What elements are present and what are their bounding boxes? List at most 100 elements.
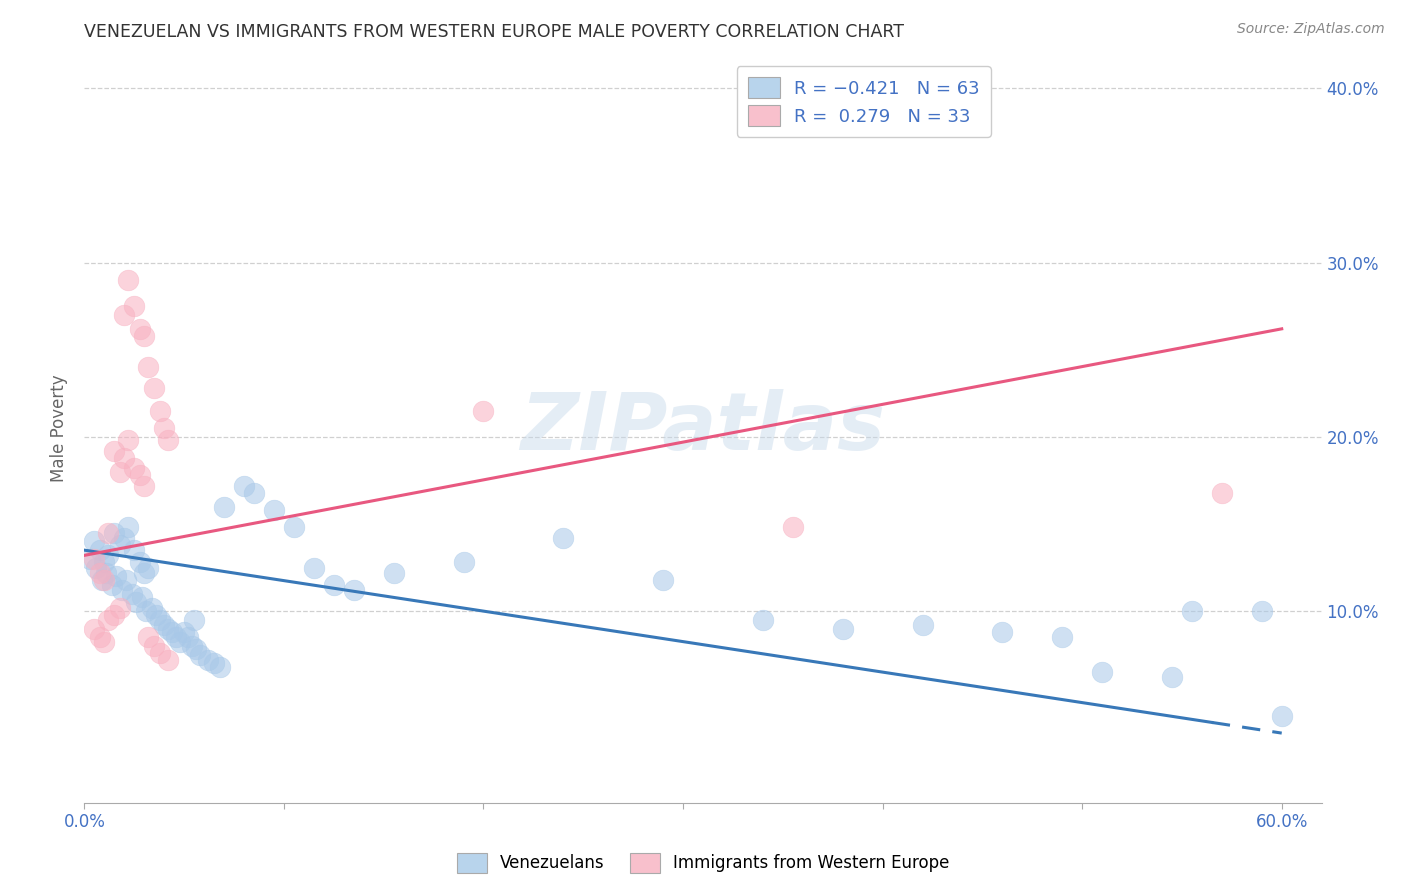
Point: [1181, 604, 1204, 618]
Point: [103, 607, 125, 622]
Point: [134, 566, 156, 580]
Point: [157, 622, 180, 636]
Point: [110, 465, 132, 479]
Point: [143, 381, 166, 395]
Point: [149, 646, 172, 660]
Point: [149, 613, 172, 627]
Point: [97, 525, 120, 540]
Point: [86, 560, 108, 574]
Point: [122, 299, 145, 313]
Point: [197, 653, 219, 667]
Point: [991, 625, 1014, 640]
Point: [89, 566, 111, 580]
Point: [1250, 604, 1272, 618]
Point: [93, 573, 115, 587]
Point: [96, 566, 118, 580]
Point: [233, 478, 256, 492]
Point: [1271, 708, 1294, 723]
Point: [136, 360, 159, 375]
Point: [183, 613, 205, 627]
Point: [89, 543, 111, 558]
Point: [157, 434, 180, 448]
Point: [83, 622, 105, 636]
Point: [112, 308, 135, 322]
Point: [135, 604, 157, 618]
Point: [160, 625, 183, 640]
Point: [79, 552, 101, 566]
Point: [83, 534, 105, 549]
Point: [121, 587, 143, 601]
Point: [141, 600, 163, 615]
Text: Source: ZipAtlas.com: Source: ZipAtlas.com: [1237, 22, 1385, 37]
Point: [169, 635, 191, 649]
Point: [149, 403, 172, 417]
Point: [652, 573, 675, 587]
Point: [91, 573, 114, 587]
Point: [173, 625, 195, 640]
Point: [181, 639, 204, 653]
Point: [112, 531, 135, 545]
Point: [89, 630, 111, 644]
Point: [243, 485, 266, 500]
Point: [209, 660, 232, 674]
Point: [1161, 670, 1184, 684]
Point: [131, 590, 153, 604]
Point: [343, 583, 366, 598]
Point: [184, 642, 207, 657]
Point: [782, 520, 804, 534]
Point: [97, 613, 120, 627]
Point: [302, 560, 325, 574]
Point: [129, 468, 152, 483]
Point: [157, 653, 180, 667]
Point: [83, 552, 105, 566]
Point: [111, 583, 134, 598]
Point: [134, 328, 156, 343]
Point: [129, 555, 152, 569]
Text: VENEZUELAN VS IMMIGRANTS FROM WESTERN EUROPE MALE POVERTY CORRELATION CHART: VENEZUELAN VS IMMIGRANTS FROM WESTERN EU…: [84, 23, 904, 41]
Point: [153, 618, 176, 632]
Point: [103, 443, 125, 458]
Point: [101, 578, 124, 592]
Point: [831, 622, 853, 636]
Point: [122, 461, 145, 475]
Point: [153, 421, 176, 435]
Legend: Venezuelans, Immigrants from Western Europe: Venezuelans, Immigrants from Western Eur…: [450, 847, 956, 880]
Point: [472, 403, 495, 417]
Point: [202, 657, 225, 671]
Point: [1091, 665, 1114, 679]
Point: [188, 648, 211, 662]
Point: [117, 273, 139, 287]
Point: [129, 322, 152, 336]
Point: [283, 520, 305, 534]
Point: [112, 450, 135, 465]
Point: [752, 613, 775, 627]
Point: [103, 525, 125, 540]
Point: [553, 531, 575, 545]
Point: [382, 566, 405, 580]
Point: [263, 503, 285, 517]
Point: [453, 555, 475, 569]
Point: [177, 630, 200, 644]
Point: [105, 569, 128, 583]
Point: [93, 555, 115, 569]
Point: [115, 573, 138, 587]
Point: [136, 630, 159, 644]
Point: [212, 500, 235, 514]
Point: [134, 478, 156, 492]
Point: [911, 618, 934, 632]
Point: [143, 639, 166, 653]
Point: [122, 543, 145, 558]
Point: [1050, 630, 1073, 644]
Point: [117, 520, 139, 534]
Point: [136, 560, 159, 574]
Point: [110, 600, 132, 615]
Point: [110, 538, 132, 552]
Text: ZIPatlas: ZIPatlas: [520, 389, 886, 467]
Point: [97, 549, 120, 563]
Point: [93, 635, 115, 649]
Legend: R = −0.421   N = 63, R =  0.279   N = 33: R = −0.421 N = 63, R = 0.279 N = 33: [737, 66, 991, 136]
Point: [117, 434, 139, 448]
Point: [165, 630, 187, 644]
Point: [145, 607, 167, 622]
Point: [322, 578, 344, 592]
